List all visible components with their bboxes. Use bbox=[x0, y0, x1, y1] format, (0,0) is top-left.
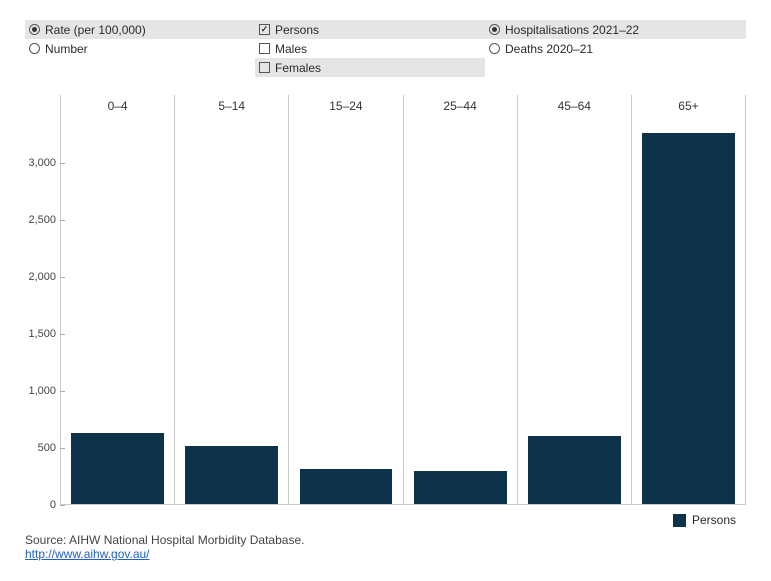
radio-hosp-label: Hospitalisations 2021–22 bbox=[505, 23, 639, 37]
chart-bar bbox=[528, 436, 621, 504]
bar-chart: 05001,0001,5002,0002,5003,000 0–45–1415–… bbox=[60, 95, 746, 505]
y-axis: 05001,0001,5002,0002,5003,000 bbox=[22, 117, 60, 505]
facet: 65+ bbox=[632, 95, 746, 505]
facet-title: 65+ bbox=[632, 95, 745, 117]
source-line: Source: AIHW National Hospital Morbidity… bbox=[25, 533, 746, 561]
chart-bar bbox=[300, 469, 393, 504]
source-text: Source: AIHW National Hospital Morbidity… bbox=[25, 533, 304, 547]
facet: 5–14 bbox=[175, 95, 289, 505]
y-tick-label: 0 bbox=[50, 499, 56, 511]
facet: 25–44 bbox=[404, 95, 518, 505]
radio-number[interactable]: Number bbox=[25, 39, 255, 58]
checkbox-females-label: Females bbox=[275, 61, 321, 75]
checkbox-males[interactable]: Males bbox=[255, 39, 485, 58]
facet-title: 25–44 bbox=[404, 95, 517, 117]
dataset-group: Hospitalisations 2021–22 Deaths 2020–21 bbox=[485, 20, 746, 77]
checkbox-persons-label: Persons bbox=[275, 23, 319, 37]
facet: 45–64 bbox=[518, 95, 632, 505]
checkbox-males-label: Males bbox=[275, 42, 307, 56]
radio-rate-label: Rate (per 100,000) bbox=[45, 23, 146, 37]
series-group: Persons Males Females bbox=[255, 20, 485, 77]
facet-plot bbox=[175, 117, 288, 505]
facet-container: 0–45–1415–2425–4445–6465+ bbox=[60, 95, 746, 505]
checkbox-icon bbox=[259, 43, 270, 54]
radio-icon bbox=[489, 24, 500, 35]
facet: 15–24 bbox=[289, 95, 403, 505]
facet-plot bbox=[61, 117, 174, 505]
chart-bar bbox=[185, 446, 278, 504]
y-tick-label: 2,500 bbox=[28, 214, 56, 226]
legend-label: Persons bbox=[692, 513, 736, 527]
facet-title: 15–24 bbox=[289, 95, 402, 117]
facet-plot bbox=[632, 117, 745, 505]
facet: 0–4 bbox=[61, 95, 175, 505]
radio-icon bbox=[29, 43, 40, 54]
facet-title: 45–64 bbox=[518, 95, 631, 117]
radio-icon bbox=[489, 43, 500, 54]
legend-swatch bbox=[673, 514, 686, 527]
chart-bar bbox=[414, 471, 507, 504]
radio-icon bbox=[29, 24, 40, 35]
chart-legend: Persons bbox=[25, 513, 746, 527]
y-tick-label: 1,000 bbox=[28, 385, 56, 397]
checkbox-females[interactable]: Females bbox=[255, 58, 485, 77]
radio-rate[interactable]: Rate (per 100,000) bbox=[25, 20, 255, 39]
chart-bar bbox=[642, 133, 735, 504]
facet-plot bbox=[518, 117, 631, 505]
radio-deaths[interactable]: Deaths 2020–21 bbox=[485, 39, 746, 58]
checkbox-icon bbox=[259, 24, 270, 35]
facet-title: 0–4 bbox=[61, 95, 174, 117]
chart-bar bbox=[71, 433, 164, 504]
control-panel: Rate (per 100,000) Number Persons Males … bbox=[25, 20, 746, 77]
radio-hospitalisations[interactable]: Hospitalisations 2021–22 bbox=[485, 20, 746, 39]
facet-title: 5–14 bbox=[175, 95, 288, 117]
y-tick-label: 500 bbox=[38, 442, 56, 454]
y-tick-label: 1,500 bbox=[28, 328, 56, 340]
checkbox-persons[interactable]: Persons bbox=[255, 20, 485, 39]
facet-plot bbox=[289, 117, 402, 505]
checkbox-icon bbox=[259, 62, 270, 73]
radio-number-label: Number bbox=[45, 42, 88, 56]
y-tick-label: 2,000 bbox=[28, 271, 56, 283]
source-link[interactable]: http://www.aihw.gov.au/ bbox=[25, 547, 150, 561]
radio-deaths-label: Deaths 2020–21 bbox=[505, 42, 593, 56]
measure-group: Rate (per 100,000) Number bbox=[25, 20, 255, 77]
facet-plot bbox=[404, 117, 517, 505]
y-tick-label: 3,000 bbox=[28, 157, 56, 169]
